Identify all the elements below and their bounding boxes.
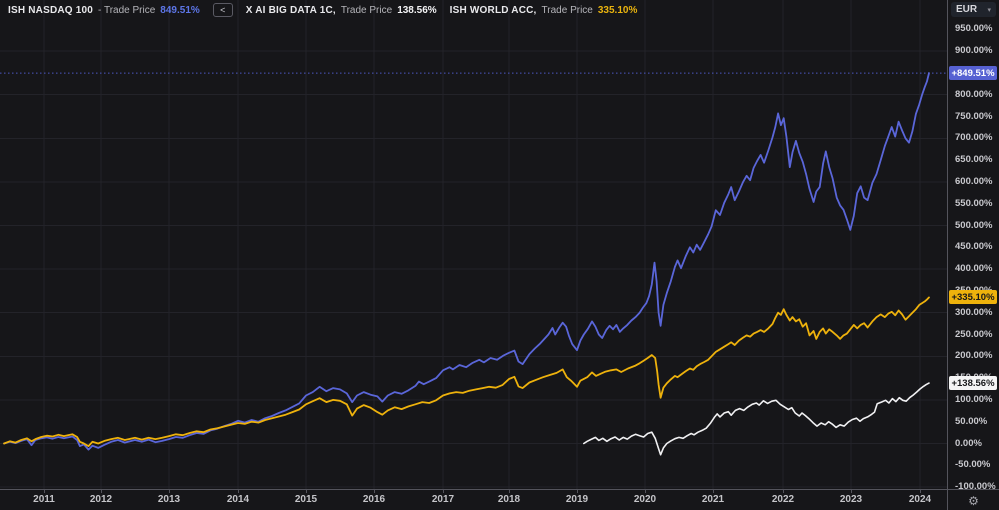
- x-axis-year-label: 2018: [497, 494, 521, 505]
- y-axis-tick: 100.00%: [955, 393, 993, 405]
- y-axis-tick: 650.00%: [955, 154, 993, 166]
- last-value-badge: +138.56%: [949, 376, 997, 391]
- x-axis-tickmark: [169, 490, 170, 493]
- series-x-ai-big-data-1c: [582, 382, 930, 456]
- axis-settings-corner: ⚙: [947, 490, 999, 510]
- x-axis-tickmark: [101, 490, 102, 493]
- y-axis-tick: 250.00%: [955, 328, 993, 340]
- currency-dropdown[interactable]: EUR ▾: [951, 2, 996, 17]
- instrument-value: 849.51%: [160, 4, 200, 16]
- instrument-value: 138.56%: [397, 4, 437, 16]
- y-axis-tick: 600.00%: [955, 175, 993, 187]
- y-axis-tick: 200.00%: [955, 350, 993, 362]
- y-axis-tick: -50.00%: [955, 459, 991, 471]
- currency-label: EUR: [956, 4, 978, 15]
- y-axis-tick: 500.00%: [955, 219, 993, 231]
- y-axis-tick: 550.00%: [955, 197, 993, 209]
- gridlines: [0, 0, 947, 489]
- chart-legend: ISH NASDAQ 100 - Trade Price 849.51% < X…: [0, 0, 637, 20]
- x-axis-year-label: 2020: [633, 494, 657, 505]
- y-axis-tick: 950.00%: [955, 23, 993, 35]
- chevron-down-icon: ▾: [987, 6, 991, 14]
- last-value-badge: +335.10%: [949, 290, 997, 305]
- legend-item-x-ai-big-data: X AI BIG DATA 1C, Trade Price 138.56%: [246, 5, 437, 16]
- y-axis-panel[interactable]: EUR ▾ 950.00%900.00%850.00%800.00%750.00…: [947, 0, 999, 493]
- y-axis-tick: 900.00%: [955, 45, 993, 57]
- x-axis-tickmark: [44, 490, 45, 493]
- instrument-name: X AI BIG DATA 1C,: [245, 4, 336, 16]
- y-axis-tick: 700.00%: [955, 132, 993, 144]
- x-axis-year-label: 2022: [771, 494, 795, 505]
- instrument-name: ISH NASDAQ 100: [8, 4, 94, 16]
- x-axis-tickmark: [306, 490, 307, 493]
- x-axis-tickmark: [509, 490, 510, 493]
- x-axis-year-label: 2019: [565, 494, 589, 505]
- gear-icon[interactable]: ⚙: [968, 493, 979, 508]
- instrument-name: ISH WORLD ACC,: [449, 4, 537, 16]
- x-axis-year-label: 2023: [839, 494, 863, 505]
- price-type-label: - Trade Price: [98, 4, 156, 16]
- instrument-value: 335.10%: [597, 4, 638, 16]
- x-axis-tickmark: [851, 490, 852, 493]
- price-type-label: Trade Price: [340, 4, 393, 16]
- legend-item-ish-nasdaq-100: ISH NASDAQ 100 - Trade Price 849.51%: [8, 5, 200, 16]
- x-axis-year-label: 2015: [294, 494, 318, 505]
- x-axis-tickmark: [238, 490, 239, 493]
- last-value-badge: +849.51%: [949, 66, 997, 81]
- y-axis-tick: 400.00%: [955, 263, 993, 275]
- x-axis-tickmark: [374, 490, 375, 493]
- series-ish-nasdaq-100: [3, 72, 930, 451]
- x-axis-year-label: 2017: [431, 494, 455, 505]
- x-axis-tickmark: [783, 490, 784, 493]
- y-axis-tick: 750.00%: [955, 110, 993, 122]
- y-axis-tick: -100.00%: [955, 481, 996, 493]
- x-axis-year-label: 2013: [157, 494, 181, 505]
- legend-item-ish-world-acc: ISH WORLD ACC, Trade Price 335.10%: [450, 5, 638, 16]
- x-axis-tickmark: [645, 490, 646, 493]
- x-axis-tickmark: [920, 490, 921, 493]
- x-axis-panel[interactable]: 2011 2012 2013 2014 2015 2016 2017 2018 2019 2020…: [0, 489, 999, 510]
- y-axis-tick: 800.00%: [955, 88, 993, 100]
- x-axis-year-label: 2014: [226, 494, 250, 505]
- price-type-label: Trade Price: [541, 4, 593, 16]
- x-axis-year-label: 2021: [701, 494, 725, 505]
- x-axis-year-label: 2016: [362, 494, 386, 505]
- x-axis-year-label: 2012: [89, 494, 113, 505]
- y-axis-tick: 50.00%: [955, 415, 988, 427]
- collapse-legend-button[interactable]: <: [212, 3, 233, 17]
- y-axis-tick: 300.00%: [955, 306, 993, 318]
- x-axis-year-label: 2024: [908, 494, 932, 505]
- series-ish-world-acc: [3, 296, 930, 448]
- price-chart[interactable]: [0, 0, 947, 489]
- x-axis-year-label: 2011: [33, 494, 55, 505]
- x-axis-tickmark: [713, 490, 714, 493]
- x-axis-tickmark: [443, 490, 444, 493]
- y-axis-tick: 0.00%: [955, 437, 982, 449]
- x-axis-tickmark: [577, 490, 578, 493]
- y-axis-tick: 450.00%: [955, 241, 993, 253]
